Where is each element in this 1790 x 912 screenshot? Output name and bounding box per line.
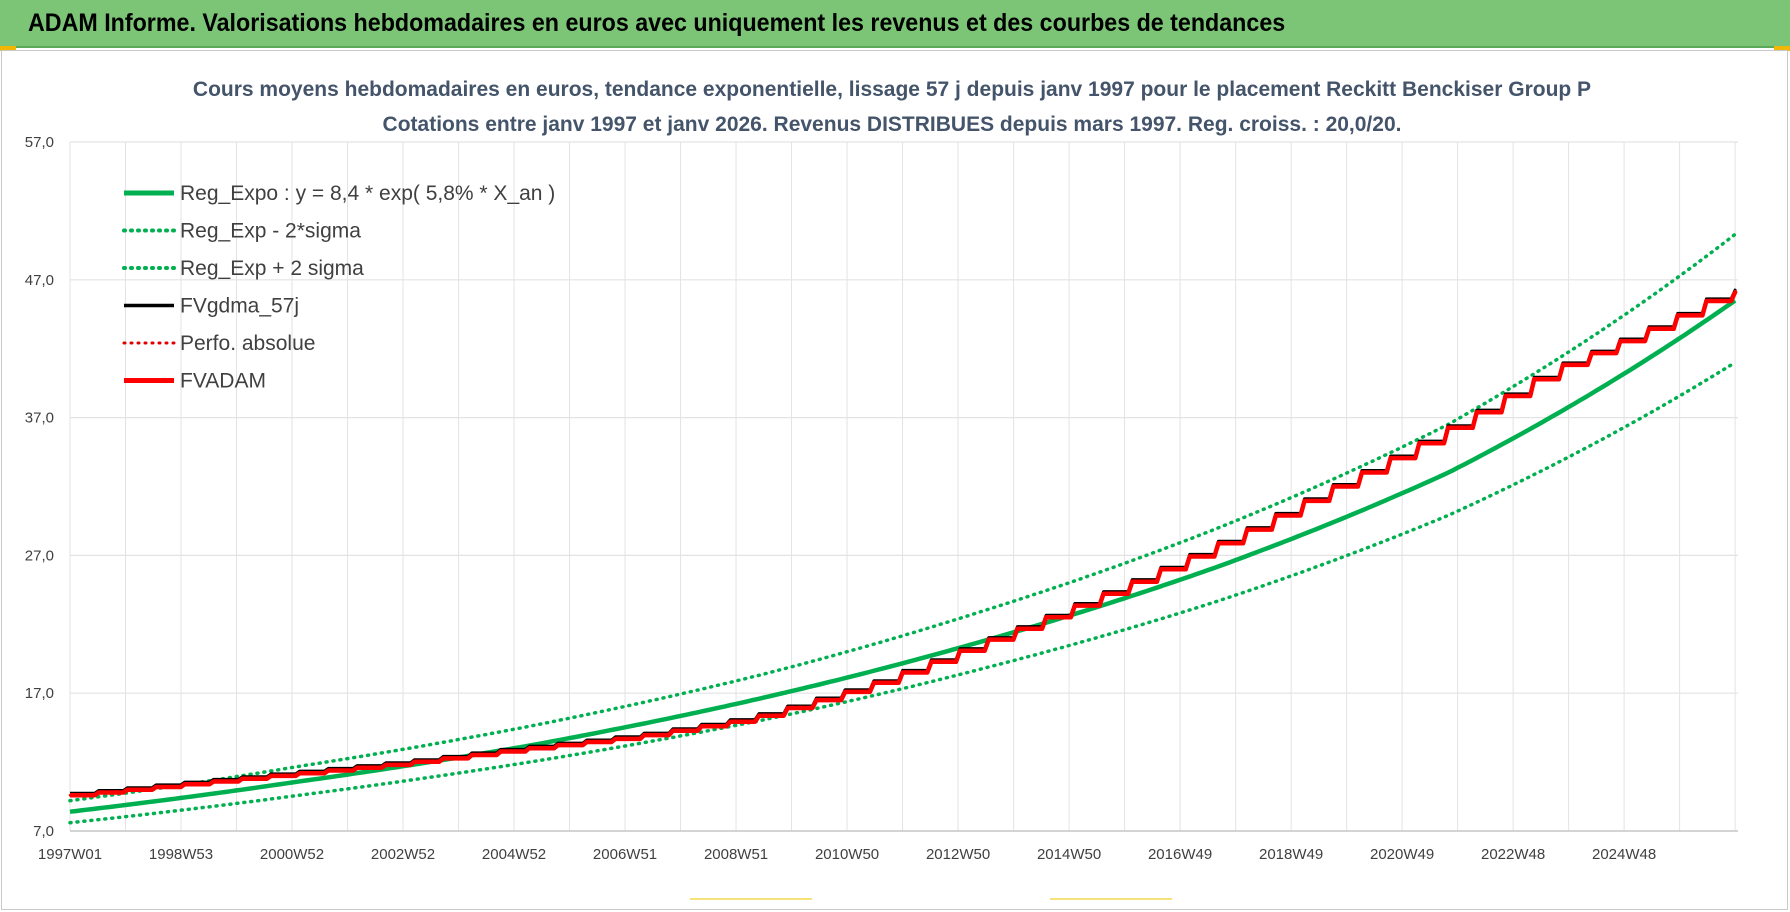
bottom-marker-left <box>690 898 812 900</box>
legend-label-reg: Reg_Expo : y = 8,4 * exp( 5,8% * X_an ) <box>180 182 555 205</box>
legend: Reg_Expo : y = 8,4 * exp( 5,8% * X_an ) R… <box>122 182 555 393</box>
x-axis: 1997W01 1998W53 2000W52 2002W52 2004W52 2006W… <box>38 846 1656 863</box>
x-tick-label: 2002W52 <box>371 846 435 863</box>
grid <box>69 141 1738 832</box>
series-line-reg <box>69 298 1737 814</box>
chart-frame <box>1 50 1788 910</box>
x-tick-label: 2014W50 <box>1037 846 1101 863</box>
x-tick-label: 1998W53 <box>149 846 213 863</box>
header-banner: ADAM Informe. Valorisations hebdomadaire… <box>0 0 1790 48</box>
x-tick-label: 2010W50 <box>815 846 879 863</box>
legend-label-fvgdma: FVgdma_57j <box>180 295 299 318</box>
series-line-minus2 <box>68 360 1737 825</box>
plot-area <box>68 232 1738 825</box>
x-tick-label: 2000W52 <box>260 846 324 863</box>
y-tick-label: 17,0 <box>25 685 54 702</box>
x-tick-label: 2004W52 <box>482 846 546 863</box>
y-tick-label: 47,0 <box>25 272 54 289</box>
chart-title: Cours moyens hebdomadaires en euros, ten… <box>193 78 1591 101</box>
x-tick-label: 2016W49 <box>1148 846 1212 863</box>
corner-marker-right <box>1774 46 1790 51</box>
y-axis: 57,0 47,0 37,0 27,0 17,0 7,0 <box>25 134 54 840</box>
series-line-plus2 <box>68 232 1737 803</box>
y-tick-label: 27,0 <box>25 547 54 564</box>
bottom-marker-right <box>1050 898 1172 900</box>
legend-label-fvadam: FVADAM <box>180 370 266 393</box>
chart-subtitle: Cotations entre janv 1997 et janv 2026. … <box>383 113 1402 136</box>
x-tick-label: 2018W49 <box>1259 846 1323 863</box>
x-tick-label: 2020W49 <box>1370 846 1434 863</box>
y-tick-label: 37,0 <box>25 410 54 427</box>
corner-marker-left <box>0 46 16 51</box>
legend-label-minus2: Reg_Exp - 2*sigma <box>180 220 361 243</box>
y-tick-label: 7,0 <box>33 823 54 840</box>
header-title: ADAM Informe. Valorisations hebdomadaire… <box>28 9 1286 37</box>
x-tick-label: 2024W48 <box>1592 846 1656 863</box>
x-tick-label: 2022W48 <box>1481 846 1545 863</box>
y-tick-label: 57,0 <box>25 134 54 151</box>
x-tick-label: 2008W51 <box>704 846 768 863</box>
legend-label-plus2: Reg_Exp + 2 sigma <box>180 257 364 280</box>
x-tick-label: 2012W50 <box>926 846 990 863</box>
series-line-fvadam <box>70 289 1738 798</box>
x-tick-label: 1997W01 <box>38 846 102 863</box>
x-tick-label: 2006W51 <box>593 846 657 863</box>
legend-label-perf: Perfo. absolue <box>180 332 315 355</box>
